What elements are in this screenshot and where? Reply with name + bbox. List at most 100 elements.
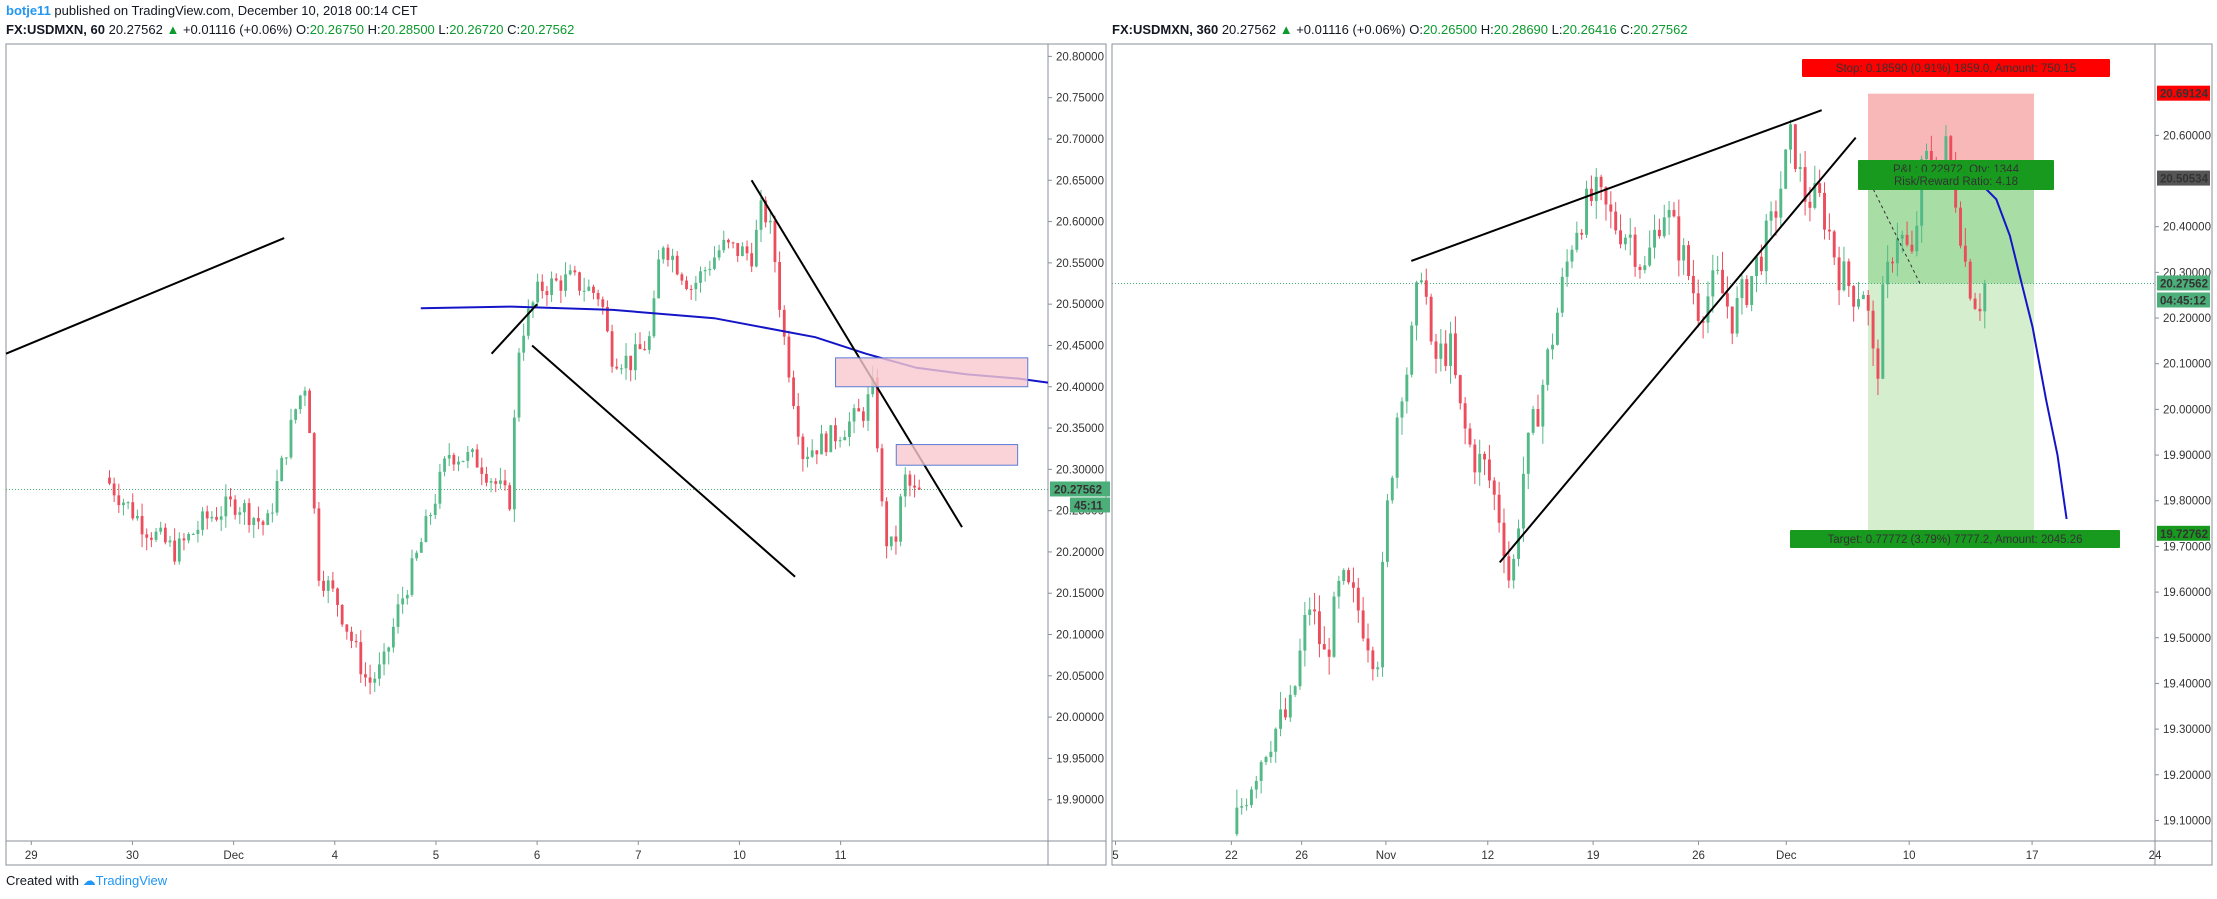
candle: [1793, 124, 1797, 169]
candle: [466, 452, 470, 461]
candle: [340, 604, 344, 625]
candle: [1376, 667, 1380, 670]
target-zone: [1868, 283, 2034, 534]
candle: [1415, 282, 1419, 326]
candle: [671, 255, 674, 260]
candle: [1463, 403, 1467, 429]
candle: [415, 552, 419, 559]
candle: [294, 409, 298, 420]
candle: [666, 247, 670, 260]
countdown-badge: [1070, 497, 1110, 513]
candle: [1580, 232, 1584, 235]
trendline: [1498, 136, 1857, 564]
candle: [191, 534, 195, 536]
price-tick-label: 19.60000: [2163, 587, 2211, 599]
price-tick-label: 19.20000: [2163, 770, 2211, 782]
candle: [564, 274, 567, 291]
resistance-zone: [835, 357, 1029, 388]
candle: [1779, 188, 1783, 218]
time-tick-label: 26: [1295, 850, 1308, 862]
candle: [1594, 176, 1598, 202]
author-link[interactable]: botje11: [6, 3, 51, 18]
candle: [633, 344, 637, 371]
price-tick-label: 19.10000: [2163, 815, 2211, 827]
candle: [270, 512, 274, 514]
candle: [238, 512, 242, 515]
candle: [1351, 582, 1355, 588]
candle: [1818, 183, 1822, 193]
candle: [908, 474, 912, 486]
candle: [233, 499, 237, 515]
candle: [1798, 167, 1802, 169]
candle: [368, 677, 372, 683]
candle: [1740, 279, 1744, 299]
price-tick-label: 19.30000: [2163, 724, 2211, 736]
candle: [638, 344, 642, 350]
price-axis-badge-value: 19.72762: [2160, 529, 2208, 541]
right-chart-legend: FX:USDMXN, 360 20.27562 ▲ +0.01116 (+0.0…: [1112, 22, 1688, 37]
candle: [1711, 270, 1715, 297]
up-arrow-icon: ▲: [166, 22, 180, 37]
candle: [1983, 283, 1987, 312]
candle: [1667, 209, 1671, 218]
last-price-value: 20.27562: [1054, 484, 1102, 496]
candle: [1507, 556, 1511, 581]
right-symbol[interactable]: FX:USDMXN, 360: [1112, 22, 1219, 37]
price-tick-label: 20.45000: [1056, 340, 1104, 352]
candle: [857, 408, 861, 412]
candle: [1721, 269, 1724, 294]
candle: [1827, 229, 1831, 232]
candle: [694, 282, 698, 290]
candle: [1857, 299, 1860, 307]
candle: [526, 308, 530, 336]
candle: [545, 291, 549, 296]
stop-label: Stop: 0.18590 (0.91%) 1859.0, Amount: 75…: [1836, 63, 2076, 75]
candle: [243, 503, 246, 513]
candle: [1536, 409, 1540, 427]
candle: [554, 278, 558, 281]
candle: [1832, 231, 1836, 258]
candle: [1492, 480, 1496, 495]
candle: [1614, 211, 1618, 231]
candle: [824, 433, 828, 453]
candle: [1483, 453, 1487, 460]
price-tick-label: 20.20000: [2163, 313, 2211, 325]
candle: [643, 349, 647, 351]
price-tick-label: 20.00000: [2163, 404, 2211, 416]
candle: [1609, 204, 1613, 212]
candle: [1789, 124, 1792, 150]
tradingview-logo-icon[interactable]: ☁: [82, 873, 96, 888]
candle: [843, 436, 847, 441]
published-text: published on TradingView.com, December 1…: [50, 3, 418, 18]
candle: [168, 540, 172, 543]
candle: [1745, 279, 1749, 305]
candle: [187, 534, 190, 541]
candle: [606, 306, 609, 332]
candle: [657, 259, 661, 299]
left-high: 20.28500: [380, 22, 435, 37]
candle: [568, 270, 572, 275]
left-symbol[interactable]: FX:USDMXN, 60: [6, 22, 105, 37]
price-tick-label: 20.55000: [1056, 258, 1104, 270]
right-last: 20.27562: [1221, 22, 1277, 37]
candle: [326, 580, 330, 591]
candle: [629, 355, 633, 371]
risk-reward-label-box: [1858, 172, 2054, 190]
candle: [1240, 806, 1244, 808]
candle: [480, 467, 484, 474]
candle: [1453, 333, 1457, 376]
candle: [1808, 201, 1812, 208]
candle: [1400, 401, 1404, 418]
price-tick-label: 20.00000: [1056, 712, 1104, 724]
price-axis-badge-value: 20.27562: [2160, 279, 2208, 291]
candle: [308, 390, 311, 434]
left-change: +0.01116 (+0.06%): [182, 22, 293, 37]
candle: [1434, 341, 1438, 359]
footer: Created with ☁TradingView: [6, 873, 167, 889]
candle: [159, 527, 163, 532]
right-open: 20.26500: [1422, 22, 1478, 37]
tradingview-brand[interactable]: TradingView: [95, 873, 168, 888]
candle: [154, 531, 158, 540]
candle: [1235, 807, 1239, 835]
